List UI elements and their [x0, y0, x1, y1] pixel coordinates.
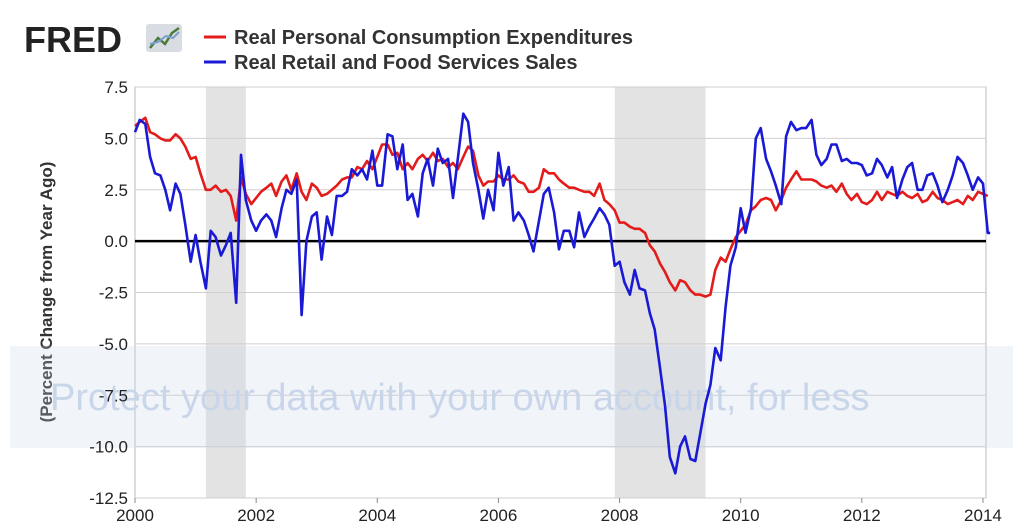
legend-label-pce: Real Personal Consumption Expenditures — [234, 27, 633, 49]
y-tick-label: 2.5 — [104, 181, 128, 200]
y-tick-label: -12.5 — [89, 489, 128, 508]
x-tick-label: 2000 — [116, 506, 154, 525]
watermark: Protect your data with your own account,… — [10, 346, 1013, 448]
x-tick-label: 2002 — [237, 506, 275, 525]
x-tick-label: 2010 — [722, 506, 760, 525]
y-axis-ticks: 7.5 5.0 2.5 0.0 -2.5 -5.0 -7.5 -10.0 -12.5 — [89, 78, 128, 508]
y-tick-label: -5.0 — [99, 335, 128, 354]
fred-logo: FRED — [24, 19, 122, 60]
y-tick-label: -2.5 — [99, 284, 128, 303]
series-line-retail-sales — [133, 112, 991, 475]
x-tick-label: 2012 — [843, 506, 881, 525]
watermark-text: Protect your data with your own account,… — [50, 377, 870, 419]
legend-label-retail: Real Retail and Food Services Sales — [234, 52, 577, 74]
y-tick-label: -7.5 — [99, 386, 128, 405]
gridlines — [135, 86, 986, 499]
y-tick-label: 5.0 — [104, 129, 128, 148]
x-axis-ticks: 2000 2002 2004 2006 2008 2010 2012 2014 — [116, 498, 1002, 525]
y-tick-label: 7.5 — [104, 78, 128, 97]
x-tick-label: 2014 — [964, 506, 1002, 525]
chart-header: FRED Real Personal Consumption Expenditu… — [24, 19, 633, 74]
series-layer — [133, 112, 991, 475]
y-axis-label: (Percent Change from Year Ago) — [37, 162, 56, 423]
y-tick-label: 0.0 — [104, 232, 128, 251]
x-tick-label: 2004 — [358, 506, 396, 525]
x-tick-label: 2006 — [480, 506, 518, 525]
y-tick-label: -10.0 — [89, 438, 128, 457]
series-line-pce — [134, 116, 989, 298]
x-tick-label: 2008 — [601, 506, 639, 525]
fred-logo-graph-icon — [146, 24, 182, 52]
legend: Real Personal Consumption Expenditures R… — [204, 27, 633, 74]
